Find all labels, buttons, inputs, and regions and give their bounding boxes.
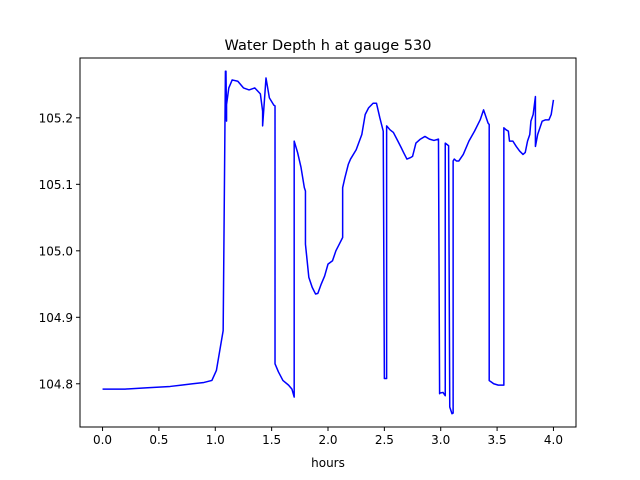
x-tick-label: 3.0	[431, 433, 450, 447]
x-tick-label: 1.0	[206, 433, 225, 447]
plot-area	[79, 57, 577, 428]
x-tick-label: 0.5	[149, 433, 168, 447]
y-axis: 104.8 104.9 105.0 105.1 105.2	[39, 111, 80, 391]
x-tick-label: 4.0	[544, 433, 563, 447]
y-tick-label: 105.0	[39, 244, 73, 258]
x-tick-label: 2.5	[375, 433, 394, 447]
x-tick-label: 2.0	[318, 433, 337, 447]
y-tick-label: 104.9	[39, 311, 73, 325]
x-axis: 0.0 0.5 1.0 1.5 2.0 2.5 3.0 3.5 4.0	[93, 427, 563, 447]
y-tick-label: 105.2	[39, 111, 73, 125]
plot-frame	[79, 57, 577, 428]
y-tick-label: 105.1	[39, 178, 73, 192]
chart-title: Water Depth h at gauge 530	[225, 38, 432, 54]
x-tick-label: 1.5	[262, 433, 281, 447]
x-axis-label: hours	[311, 456, 345, 470]
x-tick-label: 0.0	[93, 433, 112, 447]
y-tick-label: 104.8	[39, 377, 73, 391]
x-tick-label: 3.5	[488, 433, 507, 447]
series-line-1	[102, 70, 555, 415]
